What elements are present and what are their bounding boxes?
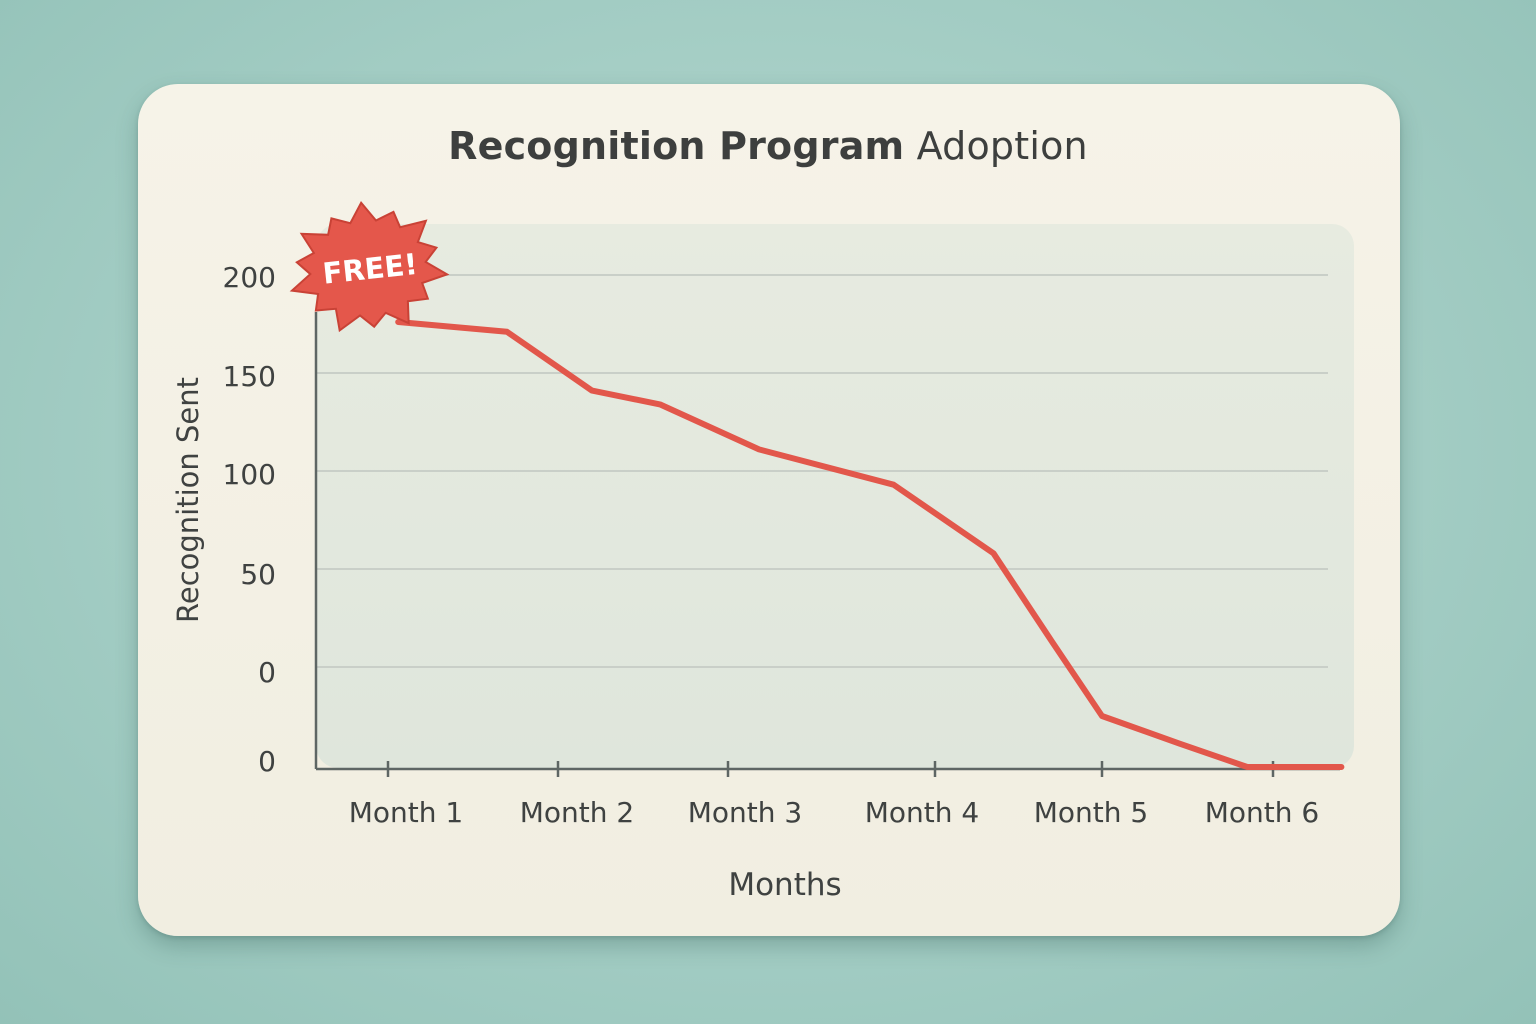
chart-title: Recognition Program Adoption [0,124,1536,168]
x-tick-labels: Month 1 Month 2 Month 3 Month 4 Month 5 Month… [349,796,1319,829]
x-tick-label: Month 3 [688,796,802,829]
y-tick-label: 0 [258,656,276,689]
y-tick-label: 0 [258,745,276,778]
y-tick-label: 50 [240,558,276,591]
y-tick-label: 200 [223,261,276,294]
y-tick-labels: 200 150 100 50 0 0 [223,261,276,778]
free-badge: FREE! [289,200,450,333]
x-tick-label: Month 6 [1205,796,1319,829]
series-line [395,319,1345,770]
x-axis-label: Months [728,867,841,903]
plot-area [316,224,1354,768]
chart-title-bold: Recognition Program [448,124,905,168]
x-tick-label: Month 4 [865,796,979,829]
y-axis-label: Recognition Sent [171,377,205,623]
y-tick-label: 150 [223,360,276,393]
y-tick-label: 100 [223,458,276,491]
gridlines [316,274,1328,668]
x-tick-label: Month 2 [520,796,634,829]
starburst-badge-shape [289,200,450,333]
chart-title-light: Adoption [916,124,1088,168]
x-tick-label: Month 5 [1034,796,1148,829]
x-tick-label: Month 1 [349,796,463,829]
